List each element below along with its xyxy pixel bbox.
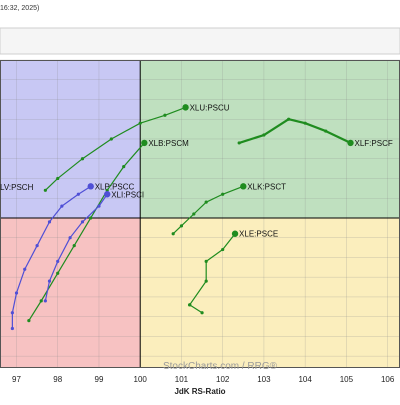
partial-series-label: LV:PSCH	[0, 183, 34, 192]
series-label-xlp-pscc: XLP:PSCC	[95, 182, 135, 191]
series-point-xlb-pscm	[39, 299, 43, 303]
series-point-xli-psci	[47, 279, 52, 283]
series-point-xlb-pscm	[72, 243, 76, 248]
series-head-xlb-pscm	[141, 139, 148, 147]
series-point-xlp-pscc	[14, 291, 19, 295]
x-tick-label: 97	[12, 375, 21, 384]
series-point-xli-psci	[80, 220, 85, 224]
plot-area: 97 98 99 100 101 102 103 104 105 106 XLU:PSCU XLB:P…	[0, 59, 400, 384]
series-label-xle-psce: XLE:PSCE	[239, 230, 278, 239]
series-point-xli-psci	[56, 259, 60, 263]
chart-timestamp: 16:32, 2025)	[0, 5, 39, 12]
x-tick-label: 102	[216, 375, 230, 384]
series-point-xlk-psct	[204, 200, 208, 204]
series-point-xlb-pscm	[89, 216, 93, 220]
series-point-xli-psci	[43, 299, 47, 303]
series-label-xlf-pscf: XLF:PSCF	[355, 139, 393, 148]
series-point-xlp-pscc	[10, 311, 14, 315]
series-tail-xlb-pscm	[28, 142, 145, 322]
series-point-xlb-pscm	[56, 271, 60, 275]
quadrant-lagging	[0, 217, 141, 368]
x-tick-label: 98	[53, 375, 62, 384]
series-point-xlf-pscf	[324, 129, 328, 133]
series-point-xlp-pscc	[35, 243, 39, 248]
series-head-xle-psce	[231, 230, 239, 237]
series-point-xlf-pscf	[262, 133, 266, 137]
series-point-xlu-pscu	[56, 176, 60, 181]
series-head-xlp-pscc	[87, 183, 94, 190]
toolbar-bar	[0, 27, 400, 55]
series-point-xlk-psct	[221, 192, 225, 196]
series-head-xlu-pscu	[182, 104, 189, 111]
series-point-xlb-pscm	[27, 319, 31, 323]
series-point-xle-psce	[200, 311, 204, 315]
series-point-xli-psci	[68, 236, 72, 240]
series-point-xlu-pscu	[80, 157, 85, 161]
x-tick-label: 100	[134, 375, 148, 384]
series-point-xlk-psct	[179, 224, 184, 228]
series-point-xli-psci	[97, 204, 101, 208]
series-point-xlk-psct	[171, 232, 175, 236]
x-tick-label: 104	[298, 375, 312, 384]
series-point-xle-psce	[204, 259, 208, 263]
series-point-xlf-pscf	[237, 141, 241, 145]
x-axis-title: JdK RS-Ratio	[174, 387, 225, 396]
series-point-xlf-pscf	[303, 121, 307, 125]
series-point-xlb-pscm	[122, 165, 126, 169]
series-label-xlb-pscm: XLB:PSCM	[148, 139, 189, 148]
series-point-xlb-pscm	[105, 188, 109, 192]
series-point-xlu-pscu	[109, 137, 113, 141]
series-tail-xlk-psct	[172, 185, 244, 235]
series-point-xlp-pscc	[60, 204, 64, 208]
series-point-xlp-pscc	[76, 192, 80, 196]
series-point-xle-psce	[204, 279, 208, 283]
series-point-xlu-pscu	[163, 113, 167, 117]
series-label-xlu-pscu: XLU:PSCU	[190, 103, 230, 112]
x-tick-label: 99	[95, 375, 104, 384]
series-head-xlk-psct	[240, 183, 247, 190]
series-point-xlp-pscc	[47, 220, 52, 224]
series-point-xlp-pscc	[10, 326, 14, 331]
series-tail-xle-psce	[189, 233, 236, 314]
quadrant-weakening	[140, 217, 400, 368]
series-point-xlu-pscu	[138, 121, 142, 125]
series-tail-xlf-pscf	[238, 118, 352, 145]
series-point-xlf-pscf	[287, 117, 291, 121]
x-tick-label: 105	[340, 375, 354, 384]
x-tick-label: 101	[175, 375, 189, 384]
series-point-xle-psce	[188, 303, 192, 307]
watermark-text: StockCharts.com / RRG®	[163, 361, 278, 372]
series-point-xlk-psct	[192, 212, 196, 216]
series-label-xlk-psct: XLK:PSCT	[247, 182, 286, 191]
series-head-xlf-pscf	[347, 139, 354, 147]
series-label-xli-psci: XLI:PSCI	[111, 190, 144, 199]
series-point-xlu-pscu	[43, 188, 47, 192]
series-head-xli-psci	[104, 191, 111, 198]
x-tick-label: 103	[257, 375, 271, 384]
series-point-xle-psce	[221, 247, 225, 252]
series-point-xlp-pscc	[23, 267, 27, 271]
x-tick-label: 106	[381, 375, 395, 384]
